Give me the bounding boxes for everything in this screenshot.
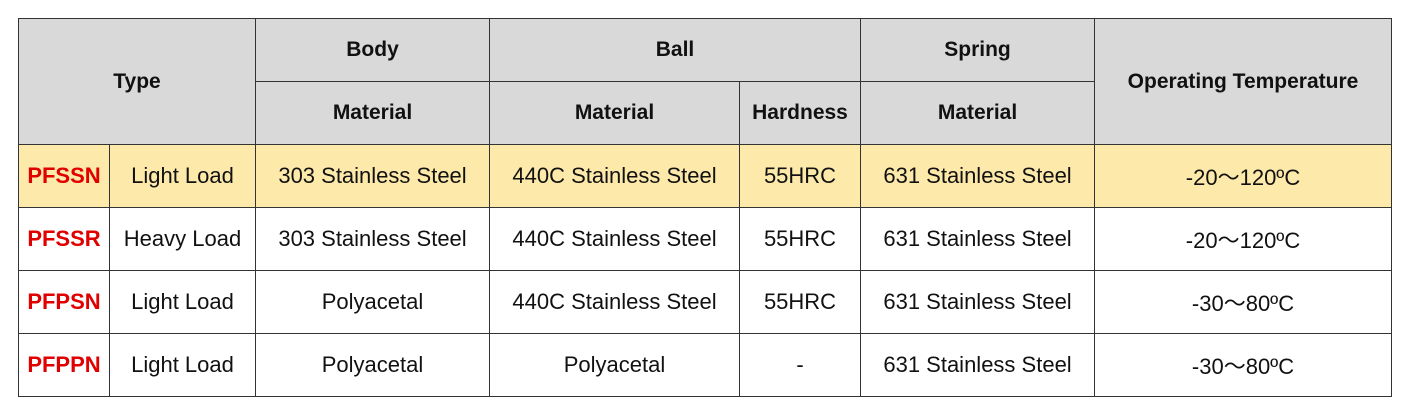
type-code: PFPPN — [18, 333, 110, 397]
table-row: PFSSN Light Load 303 Stainless Steel 440C S… — [18, 144, 1393, 208]
table-row: PFPPN Light Load Polyacetal Polyacetal -631 … — [18, 333, 1393, 397]
table-cell: -20～120ºC — [1094, 207, 1393, 271]
table-cell: 631 Stainless Steel — [860, 270, 1096, 334]
table-cell: 440C Stainless Steel — [489, 207, 740, 271]
table-header: Type Body Ball Spring Operating Temperat… — [18, 18, 1393, 145]
type-code: PFSSN — [18, 144, 110, 208]
table-cell: Light Load — [109, 270, 256, 334]
table-body: PFSSN Light Load 303 Stainless Steel 440C S… — [18, 144, 1393, 397]
table-cell: Heavy Load — [109, 207, 256, 271]
table-row: PFPSN Light Load Polyacetal 440C Stainless … — [18, 270, 1393, 334]
header-cell: Ball — [488, 18, 862, 82]
table-cell: 55HRC — [738, 144, 862, 208]
table-cell: -30～80ºC — [1094, 333, 1393, 397]
table-cell: -20～120ºC — [1094, 144, 1393, 208]
table-row: PFSSR Heavy Load 303 Stainless Steel 440C S… — [18, 207, 1393, 271]
table-cell: 440C Stainless Steel — [489, 270, 740, 334]
table-cell: Polyacetal — [255, 270, 490, 334]
header-cell: Material — [860, 81, 1096, 145]
spec-table: Type Body Ball Spring Operating Temperat… — [18, 18, 1393, 397]
table-cell: 303 Stainless Steel — [255, 207, 490, 271]
header-cell: Type — [18, 18, 256, 145]
table-cell: Light Load — [109, 144, 256, 208]
table-cell: Light Load — [109, 333, 256, 397]
header-cell: Spring — [860, 18, 1096, 82]
header-cell: Material — [255, 81, 490, 145]
header-cell: Body — [255, 18, 490, 82]
table-cell: - — [738, 333, 862, 397]
table-cell: 631 Stainless Steel — [860, 144, 1096, 208]
type-code: PFPSN — [18, 270, 110, 334]
table-cell: 55HRC — [738, 270, 862, 334]
table-cell: 631 Stainless Steel — [860, 333, 1096, 397]
table-cell: -30～80ºC — [1094, 270, 1393, 334]
table-cell: 303 Stainless Steel — [255, 144, 490, 208]
table-cell: Polyacetal — [489, 333, 740, 397]
header-cell: Material — [489, 81, 740, 145]
type-code: PFSSR — [18, 207, 110, 271]
header-cell: Operating Temperature — [1094, 18, 1393, 145]
table-cell: Polyacetal — [255, 333, 490, 397]
header-cell: Hardness — [738, 81, 862, 145]
table-cell: 631 Stainless Steel — [860, 207, 1096, 271]
table-cell: 440C Stainless Steel — [489, 144, 740, 208]
table-cell: 55HRC — [738, 207, 862, 271]
